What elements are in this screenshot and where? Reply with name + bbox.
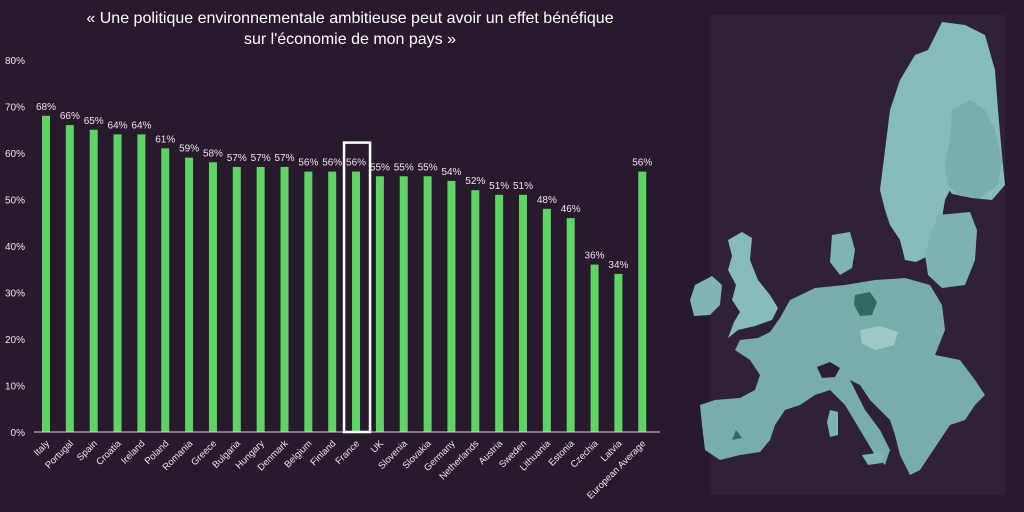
bar — [161, 148, 170, 432]
data-label: 56% — [346, 158, 366, 169]
bar — [399, 176, 408, 432]
bar — [137, 134, 146, 432]
y-tick-label: 10% — [5, 382, 25, 393]
map-region-continent — [700, 278, 985, 475]
x-tick-label: France — [333, 438, 362, 467]
highlight-box — [342, 141, 372, 434]
bar — [542, 208, 551, 432]
chart-title-line-1: « Une politique environnementale ambitie… — [86, 10, 614, 27]
map-region-dark-germany — [854, 292, 877, 316]
data-label: 56% — [298, 158, 318, 169]
bar — [638, 171, 647, 432]
map-region-ireland — [690, 276, 722, 316]
bar — [89, 129, 98, 432]
bar — [614, 273, 623, 432]
map-region-sardinia — [827, 410, 838, 437]
x-tick-label: Finland — [309, 438, 339, 468]
data-label: 52% — [465, 176, 485, 187]
bar — [352, 171, 361, 432]
data-label: 56% — [632, 158, 652, 169]
y-tick-label: 50% — [5, 196, 25, 207]
x-tick-label: Italy — [32, 438, 52, 458]
data-label: 64% — [108, 120, 128, 131]
bar — [280, 166, 289, 432]
chart-title: « Une politique environnementale ambitie… — [40, 8, 660, 50]
data-label: 57% — [251, 153, 271, 164]
map-region-baltics — [925, 212, 977, 288]
map-region-switzerland — [817, 362, 840, 378]
data-label: 56% — [322, 158, 342, 169]
y-tick-label: 40% — [5, 242, 25, 253]
bar — [256, 166, 265, 432]
data-label: 51% — [513, 181, 533, 192]
bar — [375, 176, 384, 432]
data-label: 55% — [418, 162, 438, 173]
bar — [185, 157, 194, 432]
data-label: 66% — [60, 111, 80, 122]
x-tick-label: Czechia — [569, 438, 602, 471]
bar-chart: 0%10%20%30%40%50%60%70%80% 68%66% 65% 64% 6… — [5, 56, 660, 502]
x-tick-label: UK — [369, 438, 387, 456]
bar — [566, 218, 575, 432]
y-tick-label: 20% — [5, 335, 25, 346]
data-label: 61% — [155, 134, 175, 145]
chart-title-line-2: sur l'économie de mon pays » — [243, 31, 457, 48]
data-label: 68% — [36, 102, 56, 113]
map-region-denmark — [830, 232, 855, 275]
data-label: 54% — [441, 167, 461, 178]
map-region-czechia — [860, 326, 898, 350]
bars — [42, 115, 647, 433]
map-region-finland — [945, 100, 1002, 198]
x-axis: ItalyPortugalSpainCroatiaIrelandPolandRo… — [32, 431, 660, 502]
x-tick-label: Ireland — [119, 438, 147, 466]
data-label: 55% — [394, 162, 414, 173]
bar — [304, 171, 313, 432]
data-label: 46% — [561, 204, 581, 215]
bar — [208, 162, 217, 433]
map-region-dark-spain — [732, 430, 742, 440]
data-label: 48% — [537, 195, 557, 206]
bar — [471, 190, 480, 432]
data-label: 64% — [131, 120, 151, 131]
europe-map — [680, 0, 1024, 512]
bar — [590, 264, 599, 432]
data-label: 57% — [227, 153, 247, 164]
y-axis: 0% 10% 20% 30% 40% 50% 60% 70% 80% — [5, 56, 25, 439]
data-label: 58% — [203, 148, 223, 159]
y-tick-label: 70% — [5, 103, 25, 114]
y-tick-label: 80% — [5, 56, 25, 67]
data-label: 57% — [274, 153, 294, 164]
data-label: 65% — [84, 116, 104, 127]
data-label: 34% — [608, 260, 628, 271]
data-labels: 68%66% 65% 64% 64%61%59% 58% 57% 57% 57% 56% 56% 5… — [36, 102, 652, 271]
data-label: 55% — [370, 162, 390, 173]
y-tick-label: 0% — [11, 428, 26, 439]
map-region-uk — [728, 232, 778, 338]
bar — [65, 125, 74, 432]
data-label: 51% — [489, 181, 509, 192]
bar — [423, 176, 432, 432]
bar — [113, 134, 122, 432]
highlight-layer — [342, 141, 372, 434]
bar — [495, 194, 504, 432]
data-label: 59% — [179, 144, 199, 155]
map-region-scandinavia — [880, 22, 1005, 262]
bar — [447, 180, 456, 432]
x-tick-label: Croatia — [94, 438, 124, 468]
data-label: 36% — [585, 251, 605, 262]
bar — [42, 115, 50, 433]
y-tick-label: 60% — [5, 149, 25, 160]
bar — [232, 166, 241, 432]
y-tick-label: 30% — [5, 289, 25, 300]
map-region-sicily — [862, 452, 885, 465]
bar — [328, 171, 337, 432]
bar — [519, 194, 527, 432]
